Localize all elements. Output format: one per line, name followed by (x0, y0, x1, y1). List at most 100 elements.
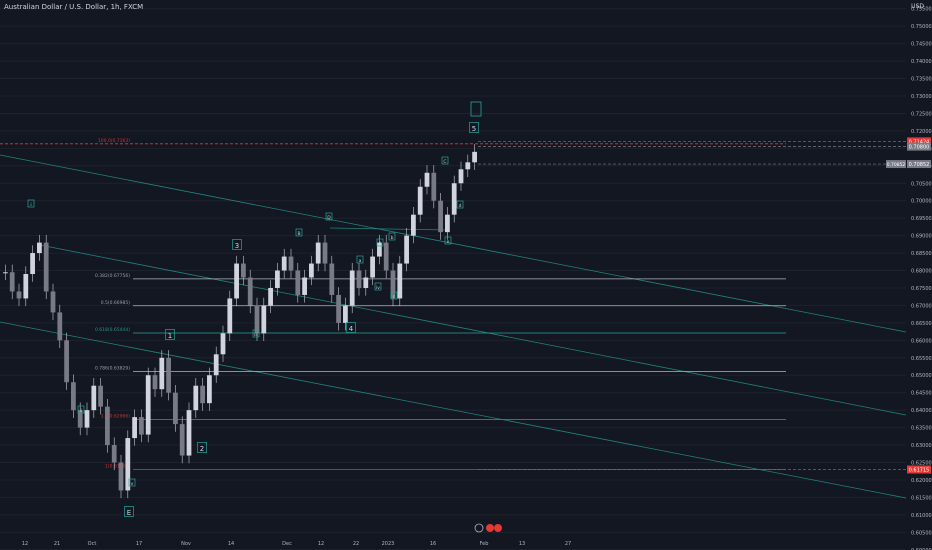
candle-body (43, 242, 49, 292)
candle-body (9, 272, 15, 292)
candle-body (98, 385, 103, 407)
candle-body (451, 183, 457, 215)
candle-body (220, 333, 226, 355)
candle-body (77, 410, 83, 428)
wave-label-box (470, 101, 482, 117)
y-tick-label: 0.65000 (911, 373, 932, 379)
x-tick-label: 22 (353, 541, 359, 547)
wave-label: 5 (472, 125, 476, 133)
candle-body (159, 357, 165, 390)
fib-label: 1(0.61751) (105, 463, 130, 469)
price-marker-label: 0.70852 (909, 162, 930, 168)
candle-body (268, 287, 273, 306)
time-axis[interactable]: 12 21 Oct 17 Nov 14 Dec 12 22 2023 16 Feb 13 27 (22, 541, 571, 547)
candle-body (261, 305, 267, 334)
wave-label-box (469, 122, 479, 133)
wave-label-box (325, 212, 333, 221)
wave-label: B (297, 231, 300, 237)
candle-body (37, 242, 42, 254)
x-tick-label: 16 (430, 541, 436, 547)
candle-body (30, 253, 35, 275)
y-tick-label: 0.63000 (911, 443, 932, 449)
candle-body (241, 263, 246, 278)
wave-label: 4 (349, 325, 354, 333)
candle-body (152, 375, 158, 390)
record-icon (494, 524, 502, 532)
bottom-icons[interactable] (474, 523, 502, 533)
fib-levels: 100.0(0.7163) 0.382(0.67756) 0.5(0.66985) 0… (0, 138, 786, 470)
candle-body (16, 291, 22, 299)
wave-label: D (327, 215, 331, 221)
x-tick-label: 14 (228, 541, 234, 547)
x-tick-label: 2023 (382, 541, 395, 547)
y-tick-label: 0.72000 (911, 129, 932, 135)
x-tick-label: Dec (282, 541, 292, 547)
y-tick-label: 0.68000 (911, 269, 932, 275)
candle-body (377, 242, 382, 257)
price-tag-label: 0.70852 (887, 162, 906, 168)
wave-label-box (197, 442, 207, 453)
y-tick-label: 0.60500 (911, 530, 932, 536)
candle-body (91, 385, 97, 411)
fib-label: 0.5(0.66985) (101, 300, 131, 306)
candle-body (275, 270, 280, 288)
wave-label: iv (376, 285, 380, 291)
wave-label: ii (80, 408, 83, 414)
candle-body (336, 294, 341, 323)
candle-body (315, 242, 321, 264)
wave-label-box (456, 200, 464, 209)
candles (3, 144, 477, 499)
price-marker-box (907, 137, 931, 146)
y-tick-label: 0.68500 (911, 251, 932, 257)
candle-body (302, 277, 307, 295)
candle-body (179, 424, 185, 456)
candle-body (288, 256, 294, 271)
y-tick-label: 0.75000 (911, 24, 932, 30)
channel-lines (0, 154, 907, 499)
candle-body (125, 438, 131, 491)
x-tick-label: Oct (88, 541, 97, 547)
x-tick-label: 12 (318, 541, 324, 547)
candle-body (84, 410, 90, 428)
y-tick-label: 0.69500 (911, 216, 932, 222)
candle-body (390, 270, 396, 299)
wave-label: e (447, 240, 450, 245)
y-tick-label: 0.70000 (911, 199, 932, 205)
y-tick-label: 0.66500 (911, 321, 932, 327)
fib-label: 0.786(0.63829) (95, 365, 130, 371)
price-marker-box (907, 465, 931, 474)
candle-body (465, 162, 471, 170)
wave-label: 2 (200, 445, 204, 453)
candle-body (111, 445, 117, 463)
candle-body (438, 200, 443, 233)
y-tick-label: 0.72500 (911, 111, 932, 117)
wave-label: a (359, 259, 362, 264)
y-tick-label: 0.63500 (911, 426, 932, 432)
wave-label-box (376, 238, 384, 247)
wave-label-box (295, 228, 303, 237)
fib-label: 0.382(0.67756) (95, 273, 130, 279)
wave-label: b (391, 235, 394, 241)
flash-icon (474, 523, 484, 533)
price-marker-label: 0.61715 (909, 467, 930, 473)
y-tick-label: 0.65500 (911, 356, 932, 362)
wave-label-box (165, 329, 175, 340)
wave-label-box (374, 282, 382, 291)
fib-label: 100.0(0.7163) (98, 138, 130, 144)
y-tick-label: 0.62000 (911, 478, 932, 484)
price-marker-box (907, 160, 931, 169)
wave-label-box (390, 291, 398, 300)
price-axis[interactable]: 0.75500 0.75000 0.74500 0.74000 0.73500 0.730… (911, 7, 932, 550)
candle-body (329, 263, 335, 295)
wave-label: E (127, 509, 131, 517)
x-tick-label: Feb (480, 541, 489, 547)
candle-body (458, 169, 464, 184)
x-tick-label: 12 (22, 541, 28, 547)
candle-body (3, 272, 8, 274)
wave-label-box (252, 329, 260, 338)
